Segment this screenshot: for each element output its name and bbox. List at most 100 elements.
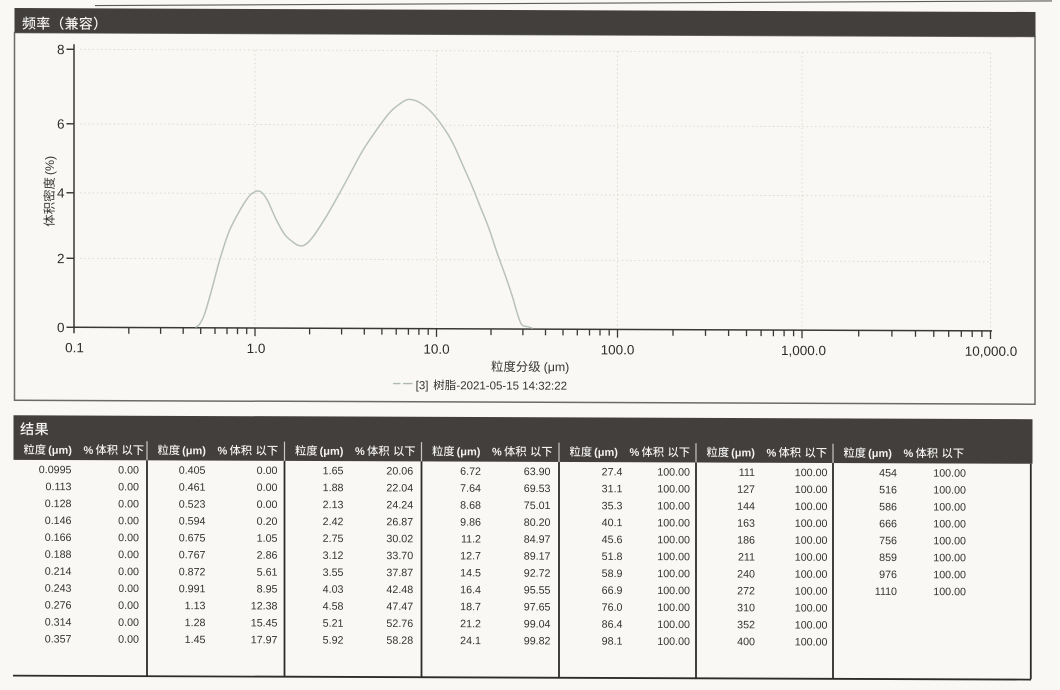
svg-text:(%): (%) <box>43 156 57 175</box>
svg-text:1110: 1110 <box>875 586 897 598</box>
svg-text:12.7: 12.7 <box>460 550 481 562</box>
svg-text:100.00: 100.00 <box>657 585 690 597</box>
svg-text:100.00: 100.00 <box>933 468 966 480</box>
svg-text:100.00: 100.00 <box>657 619 690 631</box>
svg-text:0.00: 0.00 <box>257 499 278 511</box>
svg-text:0.405: 0.405 <box>179 465 206 477</box>
svg-text:2.86: 2.86 <box>257 550 278 562</box>
svg-text:69.53: 69.53 <box>524 483 551 495</box>
svg-text:100.00: 100.00 <box>933 552 966 564</box>
svg-text:(μm): (μm) <box>182 445 206 457</box>
svg-text:100.00: 100.00 <box>657 517 690 529</box>
svg-text:100.00: 100.00 <box>933 586 966 598</box>
svg-text:0.767: 0.767 <box>179 549 206 561</box>
svg-text:20.06: 20.06 <box>386 465 413 477</box>
svg-text:1.05: 1.05 <box>257 533 278 545</box>
svg-text:%: % <box>355 446 365 458</box>
svg-text:89.17: 89.17 <box>524 551 551 563</box>
svg-text:0.276: 0.276 <box>45 600 72 612</box>
svg-text:24.1: 24.1 <box>460 635 481 647</box>
svg-text:1.0: 1.0 <box>247 341 266 356</box>
svg-text:5.61: 5.61 <box>257 567 278 579</box>
svg-text:84.97: 84.97 <box>524 534 551 546</box>
svg-text:%: % <box>904 448 914 460</box>
svg-text:0.523: 0.523 <box>179 499 206 511</box>
svg-text:16.4: 16.4 <box>460 584 481 596</box>
svg-text:100.00: 100.00 <box>795 518 828 530</box>
svg-text:100.00: 100.00 <box>795 619 828 631</box>
svg-text:100.00: 100.00 <box>657 636 690 648</box>
svg-text:100.00: 100.00 <box>795 569 828 581</box>
svg-text:756: 756 <box>879 535 897 547</box>
svg-text:99.82: 99.82 <box>524 635 551 647</box>
svg-text:58.9: 58.9 <box>602 568 623 580</box>
svg-text:22.04: 22.04 <box>386 482 413 494</box>
svg-text:2.42: 2.42 <box>323 516 344 528</box>
svg-text:7.64: 7.64 <box>460 483 481 495</box>
svg-text:5.21: 5.21 <box>323 618 344 630</box>
svg-text:400: 400 <box>737 636 755 648</box>
svg-text:%: % <box>767 447 777 459</box>
svg-text:0.872: 0.872 <box>179 566 206 578</box>
svg-text:1.13: 1.13 <box>185 600 206 612</box>
svg-text:52.76: 52.76 <box>386 618 413 630</box>
svg-text:75.01: 75.01 <box>524 500 551 512</box>
svg-text:4: 4 <box>57 186 65 201</box>
svg-text:163: 163 <box>737 518 755 530</box>
svg-text:0.461: 0.461 <box>179 482 206 494</box>
svg-text:100.00: 100.00 <box>657 602 690 614</box>
svg-text:5.92: 5.92 <box>323 635 344 647</box>
svg-text:1.28: 1.28 <box>185 617 206 629</box>
svg-text:144: 144 <box>737 501 755 513</box>
svg-text:100.00: 100.00 <box>933 502 966 514</box>
svg-text:0.188: 0.188 <box>45 549 72 561</box>
svg-text:6: 6 <box>57 117 65 132</box>
svg-text:18.7: 18.7 <box>460 601 481 613</box>
svg-text:%: % <box>492 446 502 458</box>
svg-text:100.00: 100.00 <box>657 534 690 546</box>
svg-text:2.13: 2.13 <box>323 499 344 511</box>
svg-text:6.72: 6.72 <box>460 466 481 478</box>
svg-text:240: 240 <box>737 568 755 580</box>
svg-text:0.314: 0.314 <box>45 617 72 629</box>
svg-text:454: 454 <box>879 467 897 479</box>
svg-text:100.00: 100.00 <box>657 568 690 580</box>
svg-text:8: 8 <box>57 42 65 57</box>
svg-text:0.00: 0.00 <box>118 634 139 646</box>
svg-text:211: 211 <box>738 551 755 563</box>
svg-text:1.45: 1.45 <box>185 634 206 646</box>
svg-text:24.24: 24.24 <box>386 499 413 511</box>
svg-text:666: 666 <box>879 518 897 530</box>
svg-text:0.00: 0.00 <box>118 566 139 578</box>
svg-text:127: 127 <box>737 484 755 496</box>
svg-text:27.4: 27.4 <box>602 466 623 478</box>
svg-text:0.00: 0.00 <box>118 532 139 544</box>
svg-text:0.146: 0.146 <box>45 515 72 527</box>
svg-text:100.00: 100.00 <box>795 467 828 479</box>
svg-text:100.00: 100.00 <box>795 586 828 598</box>
svg-text:976: 976 <box>879 569 897 581</box>
svg-text:63.90: 63.90 <box>524 466 551 478</box>
svg-text:66.9: 66.9 <box>602 585 623 597</box>
svg-text:272: 272 <box>737 585 755 597</box>
svg-text:2.75: 2.75 <box>323 533 344 545</box>
svg-text:47.47: 47.47 <box>386 601 413 613</box>
svg-text:4.58: 4.58 <box>323 601 344 613</box>
svg-text:92.72: 92.72 <box>524 568 551 580</box>
svg-text:58.28: 58.28 <box>386 635 413 647</box>
svg-text:0.00: 0.00 <box>118 515 139 527</box>
svg-text:76.0: 76.0 <box>602 602 623 614</box>
svg-text:45.6: 45.6 <box>602 534 623 546</box>
svg-text:3.12: 3.12 <box>323 550 344 562</box>
svg-text:100.00: 100.00 <box>795 552 828 564</box>
svg-text:14.5: 14.5 <box>460 567 481 579</box>
svg-text:100.00: 100.00 <box>657 467 690 479</box>
svg-text:0.00: 0.00 <box>118 549 139 561</box>
svg-text:100.00: 100.00 <box>933 535 966 547</box>
svg-text:0.0995: 0.0995 <box>39 464 72 476</box>
svg-text:4.03: 4.03 <box>323 584 344 596</box>
svg-text:1,000.0: 1,000.0 <box>781 343 826 358</box>
svg-text:0.991: 0.991 <box>179 583 206 595</box>
svg-text:100.00: 100.00 <box>795 636 828 648</box>
svg-text:516: 516 <box>879 484 897 496</box>
